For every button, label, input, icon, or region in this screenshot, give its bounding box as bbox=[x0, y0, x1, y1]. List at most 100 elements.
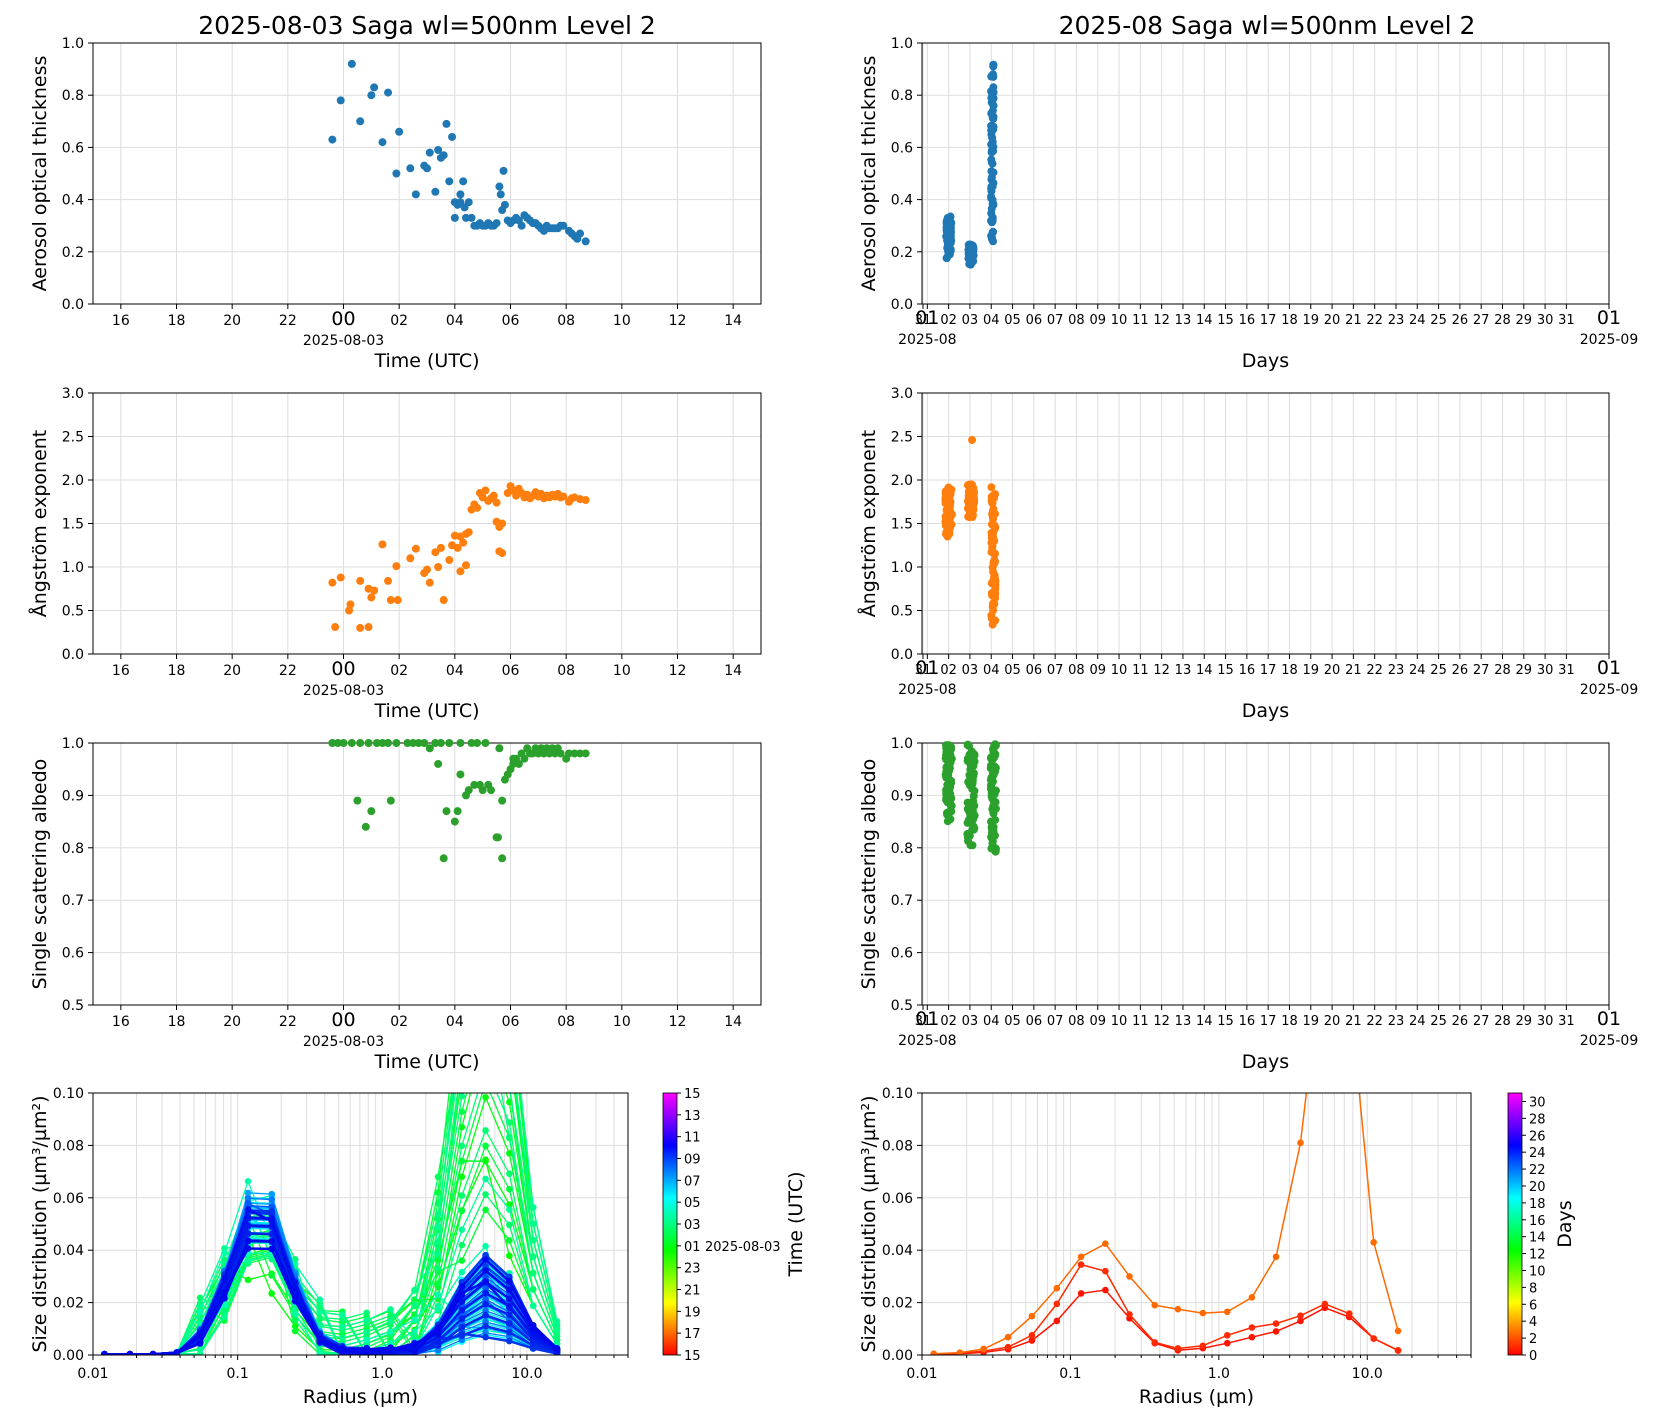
series-point bbox=[268, 1272, 276, 1279]
data-point bbox=[987, 761, 996, 770]
x-tick-label: 03 bbox=[962, 313, 979, 328]
y-tick-label: 2.0 bbox=[62, 473, 84, 489]
series-point bbox=[458, 1283, 466, 1290]
data-point bbox=[453, 807, 462, 816]
series-point bbox=[339, 1334, 346, 1342]
series-point bbox=[458, 1257, 466, 1264]
y-tick-label: 0.0 bbox=[62, 297, 84, 313]
colorbar-tick-label: 20 bbox=[1529, 1180, 1546, 1195]
series-point bbox=[363, 1309, 370, 1317]
data-point bbox=[987, 204, 996, 213]
x-tick-label: 0.01 bbox=[77, 1366, 108, 1382]
data-point bbox=[434, 563, 443, 571]
series-point bbox=[268, 1237, 276, 1245]
data-point bbox=[559, 492, 568, 501]
data-point bbox=[986, 781, 995, 790]
series-point bbox=[506, 1150, 513, 1157]
y-tick-label: 1.5 bbox=[62, 517, 84, 533]
series-point bbox=[482, 1142, 489, 1150]
y-tick-label: 0.08 bbox=[53, 1138, 84, 1154]
colorbar-tick-label: 05 bbox=[684, 1196, 701, 1211]
colorbar-tick-label: 22 bbox=[1529, 1163, 1546, 1178]
series-point bbox=[1028, 1312, 1036, 1320]
data-point bbox=[411, 544, 420, 553]
data-point bbox=[464, 528, 473, 537]
x-tick-label: 11 bbox=[1132, 1014, 1149, 1029]
series-point bbox=[1004, 1333, 1012, 1341]
x-tick-label: 14 bbox=[724, 1014, 742, 1030]
x-tick-label: 06 bbox=[502, 663, 520, 679]
series-point bbox=[1345, 1310, 1353, 1317]
data-point bbox=[496, 190, 505, 199]
series-point bbox=[506, 1320, 513, 1327]
series-point bbox=[196, 1340, 204, 1347]
month-start-label: 2025-08 bbox=[898, 332, 957, 348]
month-start-label: 2025-08 bbox=[898, 1033, 957, 1049]
data-point bbox=[963, 741, 972, 750]
x-tick-label: 13 bbox=[1175, 1014, 1192, 1029]
x-axis-label: Days bbox=[1242, 1051, 1289, 1073]
y-tick-label: 2.0 bbox=[891, 473, 913, 489]
data-point bbox=[942, 253, 951, 262]
series-point bbox=[506, 1047, 513, 1054]
y-tick-label: 0.9 bbox=[62, 788, 84, 804]
colorbar-tick-label: 09 bbox=[684, 1153, 701, 1168]
x-tick-label: 06 bbox=[1026, 1014, 1043, 1029]
x-tick-label: 13 bbox=[1175, 663, 1192, 678]
data-point bbox=[968, 775, 977, 784]
series-point bbox=[482, 1127, 489, 1134]
series-point bbox=[459, 1043, 466, 1050]
y-tick-label: 0.5 bbox=[62, 604, 84, 620]
data-point bbox=[942, 520, 951, 529]
data-point bbox=[450, 817, 459, 826]
x-tick-label: 10 bbox=[613, 663, 631, 679]
series-point bbox=[553, 1318, 561, 1325]
series-point bbox=[291, 1316, 299, 1324]
x-tick-label: 31 bbox=[1558, 1014, 1575, 1029]
series-point bbox=[529, 1302, 537, 1310]
y-tick-label: 3.0 bbox=[62, 386, 84, 402]
x-tick-label: 01 bbox=[1597, 657, 1621, 679]
x-tick-label: 08 bbox=[1068, 313, 1085, 328]
series-point bbox=[316, 1349, 324, 1355]
series-point bbox=[482, 1295, 489, 1303]
x-tick-label: 22 bbox=[1366, 663, 1383, 678]
data-point bbox=[990, 573, 999, 582]
data-point bbox=[467, 739, 476, 747]
data-point bbox=[989, 112, 998, 121]
series-point bbox=[1248, 1324, 1256, 1331]
series-point bbox=[268, 1217, 276, 1225]
x-tick-label: 16 bbox=[1239, 1014, 1256, 1029]
x-tick-label: 29 bbox=[1516, 1014, 1533, 1029]
date-label: 2025-08-03 bbox=[303, 333, 384, 349]
series-point bbox=[316, 1314, 324, 1322]
data-point bbox=[459, 538, 468, 547]
data-point bbox=[467, 213, 476, 222]
data-point bbox=[481, 486, 490, 495]
data-point bbox=[425, 744, 434, 753]
data-point bbox=[989, 60, 998, 69]
data-point bbox=[442, 807, 451, 816]
data-point bbox=[943, 506, 952, 515]
series-point bbox=[506, 1277, 513, 1285]
series-point bbox=[1126, 1311, 1133, 1318]
data-point bbox=[470, 780, 479, 789]
series-point bbox=[482, 1094, 489, 1101]
x-tick-label: 31 bbox=[1558, 313, 1575, 328]
data-point bbox=[347, 739, 356, 747]
data-point bbox=[991, 616, 1000, 625]
x-tick-label: 28 bbox=[1494, 663, 1511, 678]
x-tick-label: 07 bbox=[1047, 1014, 1064, 1029]
series-point bbox=[434, 1291, 442, 1299]
x-tick-label: 16 bbox=[112, 663, 130, 679]
data-point bbox=[498, 549, 507, 558]
x-tick-label: 05 bbox=[1004, 313, 1021, 328]
x-tick-label: 22 bbox=[1366, 313, 1383, 328]
data-point bbox=[946, 220, 955, 229]
y-tick-label: 0.8 bbox=[891, 88, 913, 104]
series-point bbox=[506, 1221, 513, 1229]
series-point bbox=[482, 1289, 489, 1297]
y-tick-label: 0.08 bbox=[882, 1138, 913, 1154]
x-tick-label: 24 bbox=[1409, 663, 1426, 678]
